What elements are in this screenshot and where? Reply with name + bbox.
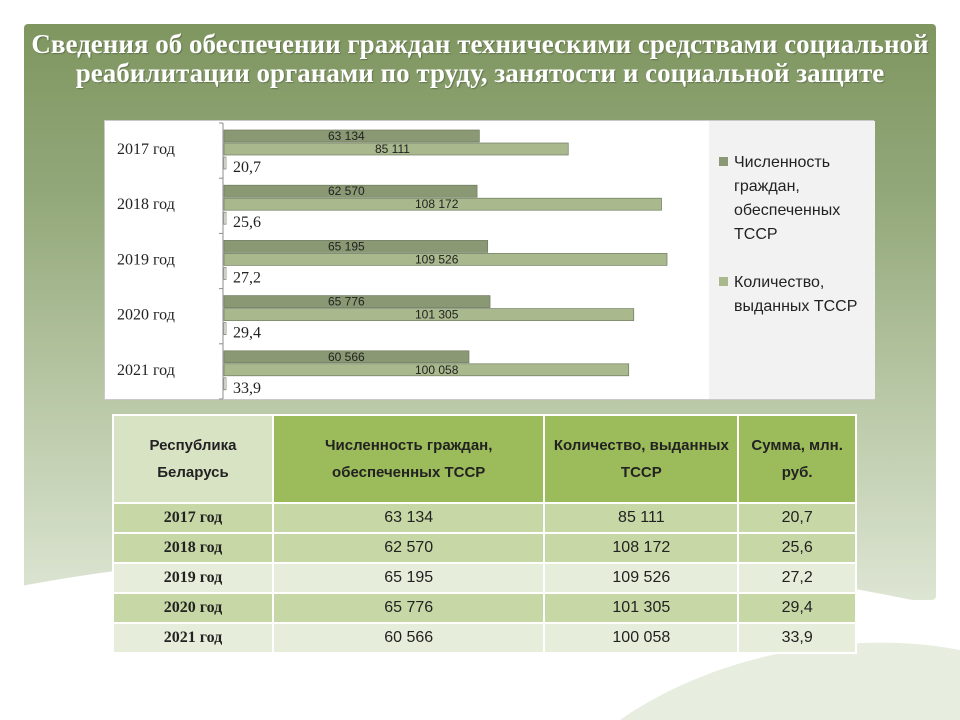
- table-header-row: Республика Беларусь Численность граждан,…: [112, 414, 857, 504]
- table-cell-year: 2020 год: [112, 592, 274, 624]
- table-cell-sum: 33,9: [737, 622, 857, 654]
- table-cell-citizens: 63 134: [271, 502, 546, 534]
- data-label: 65 195: [328, 239, 365, 253]
- data-label: 27,2: [233, 269, 261, 286]
- data-label: 109 526: [415, 252, 459, 266]
- table-cell-sum: 27,2: [737, 562, 857, 594]
- data-label: 108 172: [415, 197, 459, 211]
- slide-title: Сведения об обеспечении граждан техничес…: [31, 29, 929, 88]
- table-header-country: Республика Беларусь: [112, 414, 274, 504]
- table-cell-year: 2019 год: [112, 562, 274, 594]
- bar-issued: [223, 363, 630, 377]
- table-cell-year: 2018 год: [112, 532, 274, 564]
- legend-item-citizens: Численность граждан, обеспеченных ТССР: [719, 151, 869, 247]
- bar-citizens: [223, 240, 489, 253]
- legend-label-issued: Количество, выданных ТССР: [734, 274, 858, 315]
- table-cell-issued: 109 526: [543, 562, 740, 594]
- table-cell-citizens: 65 195: [271, 562, 546, 594]
- table-cell-citizens: 60 566: [271, 622, 546, 654]
- table-header-issued: Количество, выданных ТССР: [543, 414, 740, 504]
- chart-legend: Численность граждан, обеспеченных ТССР К…: [709, 121, 875, 399]
- table-cell-year: 2017 год: [112, 502, 274, 534]
- table-row: 2020 год 65 776 101 305 29,4: [112, 592, 857, 624]
- bar-issued: [223, 142, 569, 156]
- y-tick-label: 2018 год: [117, 196, 175, 213]
- y-tick-label: 2021 год: [117, 362, 175, 379]
- bar-sum: [223, 156, 227, 170]
- bar-chart: 2017 год 63 134 85 111 20,7 2018 год 62 570 10…: [104, 120, 875, 400]
- data-label: 33,9: [233, 380, 261, 397]
- table-cell-year: 2021 год: [112, 622, 274, 654]
- data-label: 100 058: [415, 363, 459, 377]
- data-label: 29,4: [233, 325, 261, 342]
- data-label: 60 566: [328, 350, 365, 364]
- data-label: 25,6: [233, 214, 261, 231]
- data-label: 85 111: [375, 142, 410, 156]
- bar-citizens: [223, 350, 470, 364]
- table-row: 2017 год 63 134 85 111 20,7: [112, 502, 857, 534]
- table-cell-sum: 20,7: [737, 502, 857, 534]
- data-table: Республика Беларусь Численность граждан,…: [112, 414, 857, 654]
- data-label: 63 134: [328, 129, 365, 143]
- table-row: 2018 год 62 570 108 172 25,6: [112, 532, 857, 564]
- legend-label-citizens: Численность граждан, обеспеченных ТССР: [734, 154, 841, 243]
- table-cell-issued: 108 172: [543, 532, 740, 564]
- bar-issued: [223, 197, 662, 211]
- data-label: 65 776: [328, 295, 365, 309]
- bar-sum: [223, 267, 227, 280]
- table-header-sum: Сумма, млн. руб.: [737, 414, 857, 504]
- y-tick-label: 2019 год: [117, 251, 175, 268]
- table-cell-sum: 25,6: [737, 532, 857, 564]
- table-row: 2019 год 65 195 109 526 27,2: [112, 562, 857, 594]
- y-tick-label: 2020 год: [117, 307, 175, 324]
- data-label: 62 570: [328, 184, 365, 198]
- y-tick-label: 2017 год: [117, 141, 175, 158]
- table-cell-issued: 100 058: [543, 622, 740, 654]
- table-row: 2021 год 60 566 100 058 33,9: [112, 622, 857, 654]
- chart-plot: 2017 год 63 134 85 111 20,7 2018 год 62 570 10…: [117, 122, 668, 400]
- bar-issued: [223, 308, 635, 321]
- data-label: 101 305: [415, 308, 459, 322]
- legend-swatch-citizens: [719, 157, 728, 166]
- bar-citizens: [223, 295, 491, 308]
- bar-citizens: [223, 184, 478, 198]
- bar-citizens: [223, 129, 480, 143]
- bar-sum: [223, 322, 227, 335]
- legend-swatch-issued: [719, 277, 728, 286]
- data-label: 20,7: [233, 159, 261, 176]
- legend-item-issued: Количество, выданных ТССР: [719, 271, 869, 319]
- table-cell-sum: 29,4: [737, 592, 857, 624]
- table-header-citizens: Численность граждан, обеспеченных ТССР: [271, 414, 546, 504]
- bar-sum: [223, 377, 227, 391]
- bar-issued: [223, 253, 668, 266]
- table-cell-issued: 101 305: [543, 592, 740, 624]
- table-cell-citizens: 62 570: [271, 532, 546, 564]
- bar-sum: [223, 211, 227, 225]
- table-cell-issued: 85 111: [543, 502, 740, 534]
- table-cell-citizens: 65 776: [271, 592, 546, 624]
